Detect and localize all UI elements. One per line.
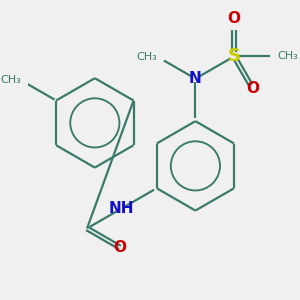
Text: N: N (189, 71, 202, 86)
Text: CH₃: CH₃ (136, 52, 157, 62)
Text: CH₃: CH₃ (278, 51, 298, 61)
Text: S: S (228, 47, 241, 65)
Text: CH₃: CH₃ (0, 75, 21, 85)
Text: NH: NH (109, 201, 135, 216)
Text: O: O (113, 240, 126, 255)
Text: O: O (246, 81, 259, 96)
Text: O: O (228, 11, 241, 26)
